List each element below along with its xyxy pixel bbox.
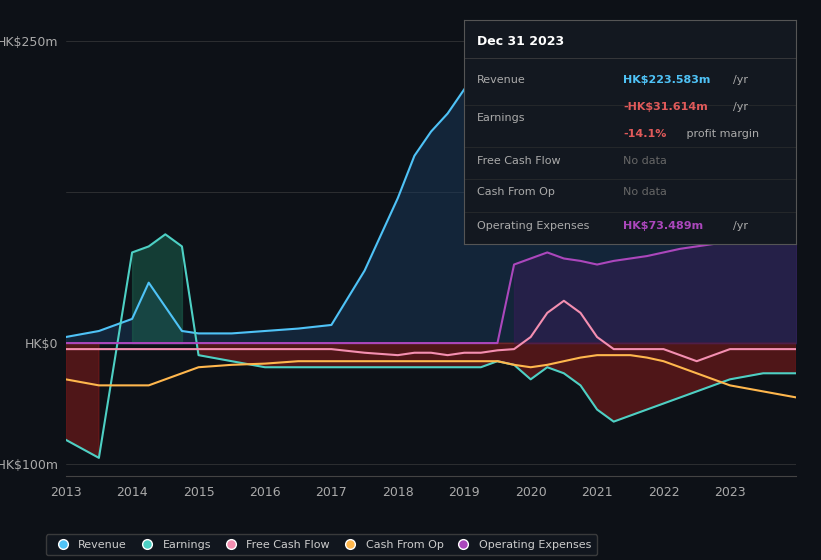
Text: -HK$31.614m: -HK$31.614m: [623, 102, 709, 112]
Text: Earnings: Earnings: [477, 113, 525, 123]
Text: Cash From Op: Cash From Op: [477, 187, 555, 197]
Text: /yr: /yr: [733, 102, 748, 112]
Text: Revenue: Revenue: [477, 75, 526, 85]
Text: /yr: /yr: [733, 75, 748, 85]
Text: Dec 31 2023: Dec 31 2023: [477, 35, 564, 48]
Text: No data: No data: [623, 187, 667, 197]
Text: HK$223.583m: HK$223.583m: [623, 75, 711, 85]
Text: profit margin: profit margin: [683, 129, 759, 139]
Legend: Revenue, Earnings, Free Cash Flow, Cash From Op, Operating Expenses: Revenue, Earnings, Free Cash Flow, Cash …: [46, 534, 597, 556]
Text: /yr: /yr: [733, 221, 748, 231]
Text: No data: No data: [623, 156, 667, 166]
Text: Operating Expenses: Operating Expenses: [477, 221, 589, 231]
Text: -14.1%: -14.1%: [623, 129, 667, 139]
Text: HK$73.489m: HK$73.489m: [623, 221, 704, 231]
Text: Free Cash Flow: Free Cash Flow: [477, 156, 561, 166]
